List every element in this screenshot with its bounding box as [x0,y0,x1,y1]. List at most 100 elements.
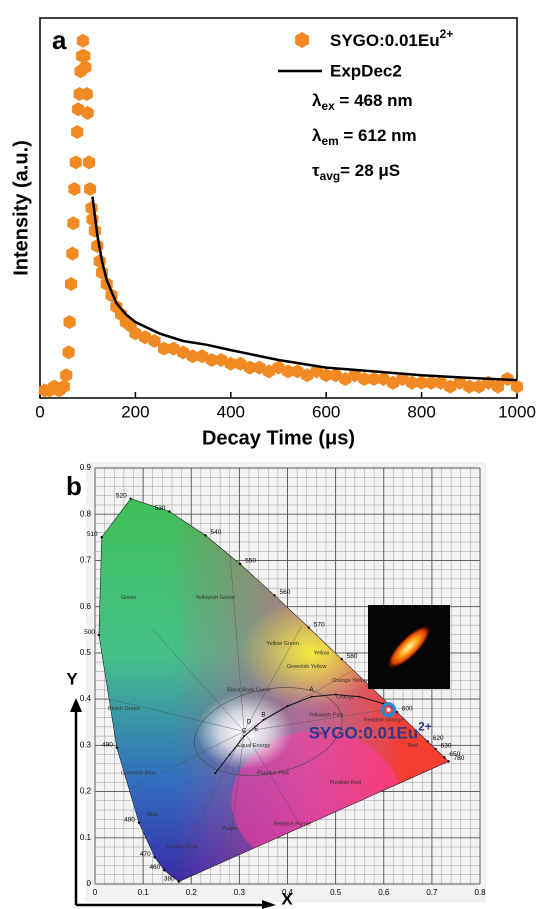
data-point [196,349,209,364]
region-label: Reddish Purple [274,821,312,827]
region-label: Bluish Green [108,706,140,712]
x-arrow-head [262,900,276,909]
illuminant-label: B [261,712,265,718]
locus-point [168,510,171,513]
y-axis-label: Y [66,669,78,688]
data-point [339,372,352,386]
region-label: Yellow Green [266,641,299,647]
x-tick-label: 0.5 [330,888,342,897]
illuminant-label: D [247,719,252,725]
x-tick-label: 0.1 [138,888,150,897]
legend-label: SYGO:0.01Eu2+ [330,27,453,50]
y-tick-label: 0.4 [80,694,92,703]
region-label: Purple [222,826,238,832]
data-point [386,375,400,390]
data-point [76,33,89,48]
region-label: Yellowish Pink [309,713,344,719]
data-point [80,87,93,101]
data-point [358,372,371,386]
data-point [66,246,79,261]
data-point [510,379,524,394]
data-point [224,356,237,371]
panel-label: b [66,471,82,501]
legend-label-sup: 2+ [440,27,454,41]
data-point [71,125,84,139]
x-axis-label: Decay Time (μs) [202,427,355,449]
fit-line [91,196,518,382]
wavelength-label: 480 [124,816,135,823]
region-boundary [109,698,245,732]
annotation-rest: = 612 nm [339,126,417,145]
illuminant-label: C [242,729,247,735]
wavelength-label: 490 [102,741,113,748]
data-point [320,368,333,383]
y-arrow-head [70,698,82,712]
wavelength-label: 520 [116,492,127,499]
data-point [63,315,76,329]
data-point [129,326,142,341]
x-tick-label: 0 [35,402,44,421]
inset-glow [386,624,432,670]
region-label: Reddish Orange [364,717,404,723]
locus-point [434,747,437,751]
data-point [167,341,180,356]
locus-point [97,633,101,637]
data-point [157,341,171,356]
data-point [64,277,78,291]
data-point [69,155,82,170]
data-point-center [386,707,391,712]
region-label: Red [408,743,418,749]
y-tick-label: 0.7 [80,556,92,565]
locus-point [177,880,180,883]
data-point [243,360,256,375]
annotation: λex = 468 nm [312,91,413,113]
wavelength-label: 540 [210,529,221,536]
annotation-sub: ex [321,99,335,113]
wavelength-label: 470 [140,851,151,858]
data-point [310,364,323,379]
panel-a: 0 200 400 600 800 1000 Decay Time (μs) Intensit… [10,17,536,449]
wavelength-label: 580 [347,653,358,660]
region-label: Black Body Curve [227,687,271,693]
region-label: Purplish Pink [257,771,289,777]
data-point [367,372,380,386]
black-body-tick [286,705,289,708]
region-boundary [229,551,245,732]
wavelength-label: 650 [449,751,460,758]
locus-point [340,657,343,661]
data-point [186,349,199,364]
wavelength-label: 780 [454,755,465,762]
data-point [425,375,438,390]
annotation-text: τ [312,161,320,180]
y-tick-label: 0.5 [80,648,92,657]
data-point [291,364,304,379]
region-label: Orange Yellow [332,678,367,684]
data-point [406,375,419,390]
wavelength-label: 620 [433,735,444,742]
data-point [381,702,397,718]
region-boundary [243,625,303,732]
black-body-tick [334,693,337,696]
plot-frame [39,17,518,399]
region-boundary [123,731,245,792]
data-point [88,223,101,238]
data-point [253,360,266,375]
locus-point [100,536,103,539]
annotation-text: λ [312,91,322,110]
region-boundary [224,731,245,882]
data-point [491,379,504,394]
x-axis-label: X [281,889,293,908]
region-label: Purplish Blue [165,844,197,850]
locus-point [163,869,166,872]
region-boundary [166,731,245,882]
annotation-text: λ [312,126,322,145]
annotation-sub: em [321,134,338,148]
region-label: Equal Energy [237,743,270,749]
data-point [301,368,314,383]
data-point [396,372,409,386]
black-body-tick [358,695,361,698]
data-point [205,353,218,367]
black-body-tick [243,735,246,738]
data-point [472,379,485,394]
y-tick-label: 0 [87,879,92,888]
